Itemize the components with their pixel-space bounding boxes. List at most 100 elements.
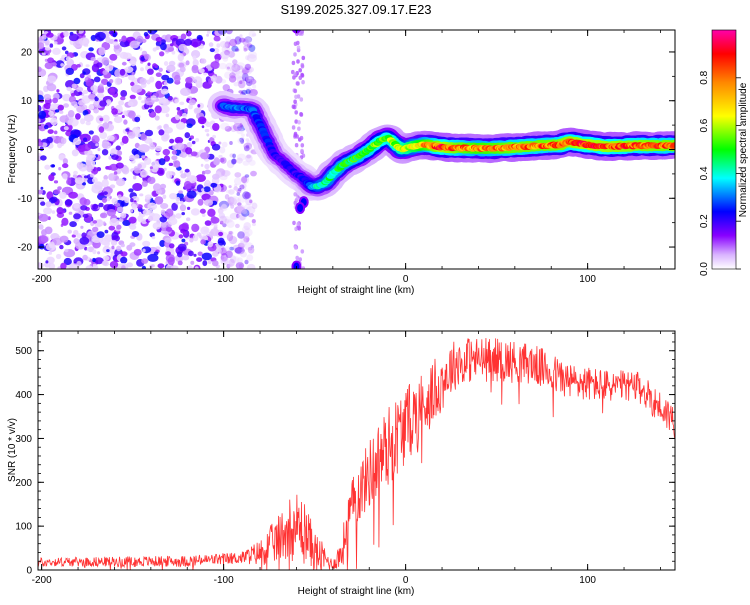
noise-speckle xyxy=(164,127,174,134)
y-tick-label: 100 xyxy=(15,522,32,533)
noise-speckle xyxy=(211,143,221,151)
noise-speckle xyxy=(200,58,207,64)
noise-speckle xyxy=(212,251,219,257)
colorbar-label: Normalized spectral amplitude xyxy=(738,82,749,217)
noise-speckle xyxy=(166,77,174,84)
spectrogram-y-label: Frequency (Hz) xyxy=(7,115,18,184)
noise-speckle xyxy=(186,142,193,148)
noise-speckle xyxy=(100,221,104,226)
noise-speckle xyxy=(150,165,159,173)
noise-speckle xyxy=(252,84,257,89)
noise-speckle xyxy=(155,40,162,47)
noise-speckle xyxy=(180,200,184,205)
noise-speckle xyxy=(163,155,170,162)
noise-speckle xyxy=(230,196,240,204)
noise-speckle xyxy=(162,194,167,200)
noise-speckle xyxy=(129,154,136,161)
noise-speckle xyxy=(147,209,154,214)
noise-speckle xyxy=(193,253,197,257)
noise-speckle xyxy=(120,243,125,248)
noise-speckle xyxy=(197,116,207,125)
noise-speckle xyxy=(204,220,212,226)
noise-speckle xyxy=(115,145,122,151)
snr-y-label: SNR (10 * v/v) xyxy=(7,418,18,482)
noise-speckle xyxy=(92,203,99,210)
noise-speckle xyxy=(227,218,233,223)
noise-speckle xyxy=(244,242,254,251)
noise-speckle xyxy=(293,72,297,77)
noise-speckle xyxy=(102,70,108,75)
noise-speckle xyxy=(242,175,249,184)
noise-speckle xyxy=(227,196,235,205)
noise-speckle xyxy=(44,164,51,170)
noise-speckle xyxy=(293,88,298,94)
colorbar-tick-label: 0.6 xyxy=(699,118,710,132)
noise-speckle xyxy=(73,137,82,146)
noise-speckle xyxy=(225,30,233,35)
noise-speckle xyxy=(53,130,58,135)
noise-speckle xyxy=(48,110,54,117)
noise-speckle xyxy=(155,145,163,152)
noise-speckle xyxy=(97,251,101,255)
noise-speckle xyxy=(65,67,75,75)
noise-speckle xyxy=(69,221,77,228)
noise-speckle xyxy=(128,74,135,81)
noise-speckle xyxy=(298,75,303,81)
noise-speckle xyxy=(158,97,167,104)
noise-speckle xyxy=(154,64,158,69)
secondary-spot xyxy=(293,262,300,269)
noise-speckle xyxy=(129,209,134,213)
noise-speckle xyxy=(138,144,150,153)
noise-speckle xyxy=(132,183,143,191)
noise-speckle xyxy=(184,108,188,113)
noise-speckle xyxy=(213,36,221,42)
noise-speckle xyxy=(217,30,227,35)
noise-speckle xyxy=(121,265,126,269)
noise-speckle xyxy=(52,47,61,56)
noise-speckle xyxy=(219,157,225,163)
noise-speckle xyxy=(85,160,91,165)
noise-speckle xyxy=(102,114,110,123)
noise-speckle xyxy=(41,34,47,40)
noise-speckle xyxy=(134,167,142,174)
noise-speckle xyxy=(101,260,108,266)
noise-speckle xyxy=(240,237,247,244)
noise-speckle xyxy=(165,113,170,118)
noise-speckle xyxy=(59,115,69,123)
noise-speckle xyxy=(130,84,143,94)
noise-speckle xyxy=(220,256,229,266)
noise-speckle xyxy=(121,114,125,119)
noise-speckle xyxy=(154,196,164,205)
noise-speckle xyxy=(55,253,62,260)
noise-speckle xyxy=(105,86,109,90)
noise-speckle xyxy=(63,103,69,108)
noise-speckle xyxy=(221,141,228,148)
noise-speckle xyxy=(229,153,235,158)
noise-speckle xyxy=(57,142,63,149)
noise-speckle xyxy=(48,251,53,255)
noise-speckle xyxy=(228,231,233,235)
noise-speckle xyxy=(54,109,60,113)
noise-speckle xyxy=(242,38,249,46)
noise-speckle xyxy=(141,218,148,224)
noise-speckle xyxy=(158,129,165,136)
noise-speckle xyxy=(46,83,57,92)
noise-speckle xyxy=(201,213,206,218)
noise-speckle xyxy=(81,143,92,152)
noise-speckle xyxy=(244,63,251,71)
noise-speckle xyxy=(236,157,243,164)
noise-speckle xyxy=(173,160,181,168)
noise-speckle xyxy=(216,43,221,48)
noise-speckle xyxy=(241,209,250,217)
noise-speckle xyxy=(47,75,57,84)
noise-speckle xyxy=(111,108,118,115)
noise-speckle xyxy=(225,36,231,43)
noise-speckle xyxy=(237,188,242,192)
noise-speckle xyxy=(80,205,88,211)
noise-speckle xyxy=(76,64,81,68)
noise-speckle xyxy=(40,155,47,161)
noise-speckle xyxy=(109,79,114,84)
noise-speckle xyxy=(109,218,120,227)
noise-speckle xyxy=(134,116,141,123)
noise-speckle xyxy=(150,111,155,116)
